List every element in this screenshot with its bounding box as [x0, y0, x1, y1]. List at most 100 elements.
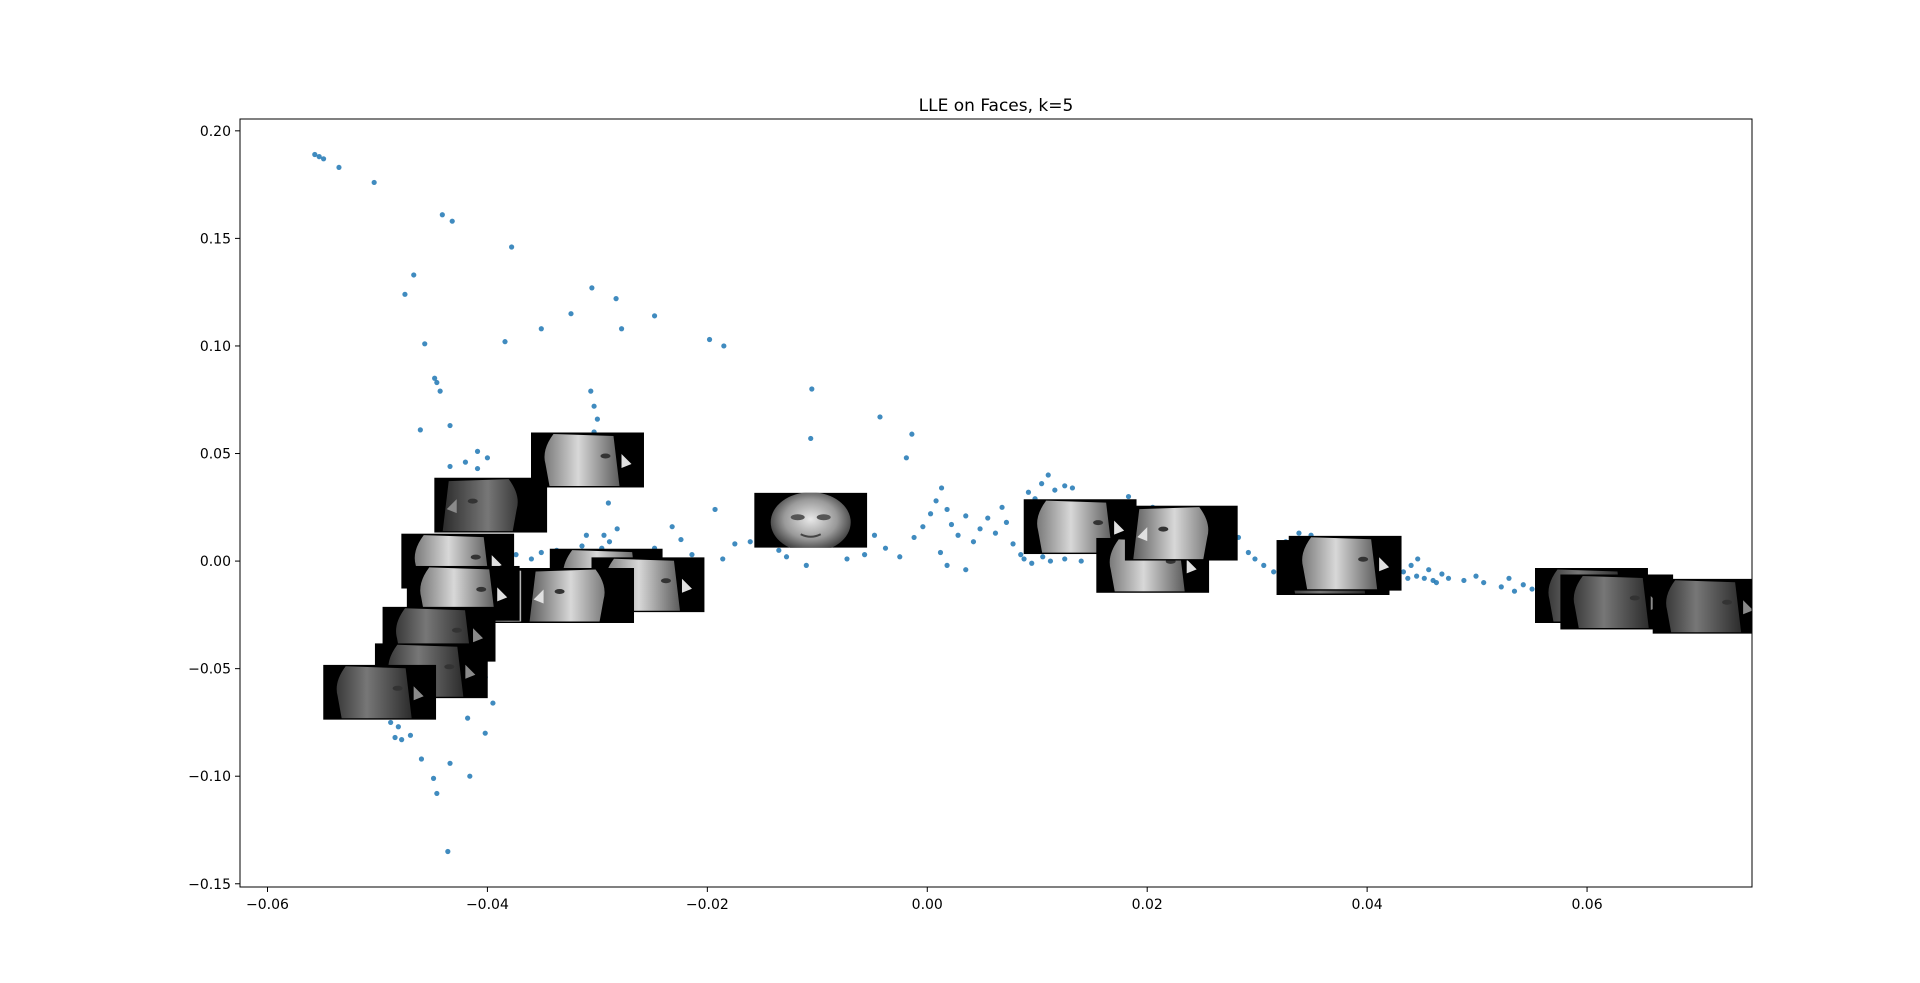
- scatter-point: [430, 775, 437, 781]
- scatter-point: [992, 530, 999, 536]
- scatter-point: [579, 543, 585, 549]
- scatter-point: [462, 459, 469, 465]
- plot-frame: [239, 118, 1753, 888]
- scatter-point: [513, 552, 519, 558]
- scatter-point: [970, 539, 977, 545]
- scatter-point: [1498, 584, 1504, 590]
- y-tick-label: 0.10: [200, 339, 231, 355]
- scatter-point: [614, 526, 620, 532]
- scatter-point: [1481, 579, 1487, 586]
- scatter-point: [1252, 556, 1258, 562]
- scatter-point: [474, 465, 481, 472]
- scatter-point: [407, 732, 414, 738]
- scatter-point: [1045, 472, 1051, 478]
- scatter-point: [422, 341, 428, 347]
- y-tick-label: 0.05: [200, 447, 231, 463]
- scatter-point: [938, 485, 945, 491]
- scatter-point: [1029, 560, 1035, 566]
- scatter-point: [1421, 575, 1427, 581]
- scatter-point: [1473, 573, 1479, 579]
- scatter-point: [402, 291, 408, 297]
- scatter-point: [490, 700, 496, 706]
- face-thumbnail: [323, 664, 437, 720]
- scatter-point: [903, 455, 909, 461]
- scatter-point: [388, 719, 394, 726]
- scatter-point: [948, 521, 955, 528]
- scatter-point: [613, 296, 619, 302]
- scatter-point: [783, 554, 790, 560]
- scatter-point: [911, 534, 917, 541]
- x-tick-label: −0.04: [466, 897, 509, 913]
- scatter-point: [528, 556, 535, 562]
- scatter-point: [1461, 577, 1467, 584]
- scatter-point: [439, 212, 445, 218]
- scatter-point: [803, 562, 809, 568]
- scatter-point: [1271, 569, 1277, 575]
- x-tick-label: 0.00: [912, 897, 943, 913]
- scatter-point: [474, 448, 481, 454]
- scatter-point: [1433, 579, 1440, 586]
- scatter-point: [482, 730, 488, 736]
- scatter-point: [909, 431, 915, 437]
- scatter-point: [944, 506, 950, 513]
- scatter-point: [437, 388, 443, 394]
- scatter-point: [721, 343, 727, 349]
- scatter-point: [1039, 481, 1045, 487]
- face-thumbnail: [1652, 578, 1752, 634]
- scatter-point: [606, 539, 613, 545]
- scatter-point: [312, 151, 318, 158]
- scatter-point: [1018, 552, 1024, 558]
- scatter-point: [568, 311, 574, 317]
- scatter-point: [937, 549, 944, 556]
- scatter-point: [601, 532, 607, 538]
- scatter-point: [1010, 541, 1016, 547]
- scatter-point: [1052, 487, 1058, 493]
- scatter-point: [706, 336, 713, 343]
- scatter-point: [417, 427, 423, 433]
- scatter-point: [392, 734, 398, 741]
- face-thumbnail: [1023, 499, 1137, 555]
- x-tick-label: −0.02: [686, 897, 729, 913]
- face-thumbnail: [754, 492, 868, 548]
- scatter-point: [449, 218, 455, 224]
- x-tick-label: 0.04: [1352, 897, 1383, 913]
- scatter-point: [583, 532, 589, 538]
- scatter-point: [594, 416, 600, 422]
- scatter-point: [920, 524, 926, 530]
- scatter-point: [1069, 485, 1076, 491]
- scatter-point: [712, 506, 718, 513]
- face-thumbnail: [1124, 505, 1238, 561]
- scatter-point: [467, 773, 473, 779]
- scatter-point: [963, 513, 969, 519]
- scatter-point: [927, 511, 934, 517]
- scatter-point: [1261, 562, 1267, 568]
- scatter-point: [1003, 519, 1010, 525]
- scatter-point: [336, 164, 342, 171]
- scatter-point: [395, 724, 401, 730]
- scatter-point: [999, 504, 1005, 510]
- scatter-point: [1405, 575, 1411, 581]
- scatter-point: [1511, 588, 1518, 594]
- scatter-point: [434, 790, 440, 797]
- face-thumbnail: [530, 432, 644, 488]
- face-thumbnail: [434, 477, 548, 533]
- face-thumbnail: [1288, 535, 1402, 591]
- scatter-point: [316, 154, 322, 160]
- face-thumbnails: [323, 432, 1752, 720]
- scatter-point: [678, 536, 684, 543]
- scatter-point: [447, 463, 453, 470]
- scatter-point: [669, 524, 675, 530]
- scatter-point: [1047, 558, 1054, 564]
- scatter-point: [747, 539, 753, 545]
- scatter-point: [1125, 493, 1132, 500]
- scatter-point: [871, 532, 878, 538]
- scatter-point: [808, 435, 814, 442]
- scatter-point: [861, 552, 868, 558]
- scatter-point: [1408, 562, 1414, 568]
- scatter-point: [1245, 549, 1251, 556]
- scatter-point: [371, 179, 377, 186]
- scatter-point: [605, 500, 611, 506]
- scatter-point: [1078, 558, 1084, 564]
- scatter-point: [944, 562, 950, 568]
